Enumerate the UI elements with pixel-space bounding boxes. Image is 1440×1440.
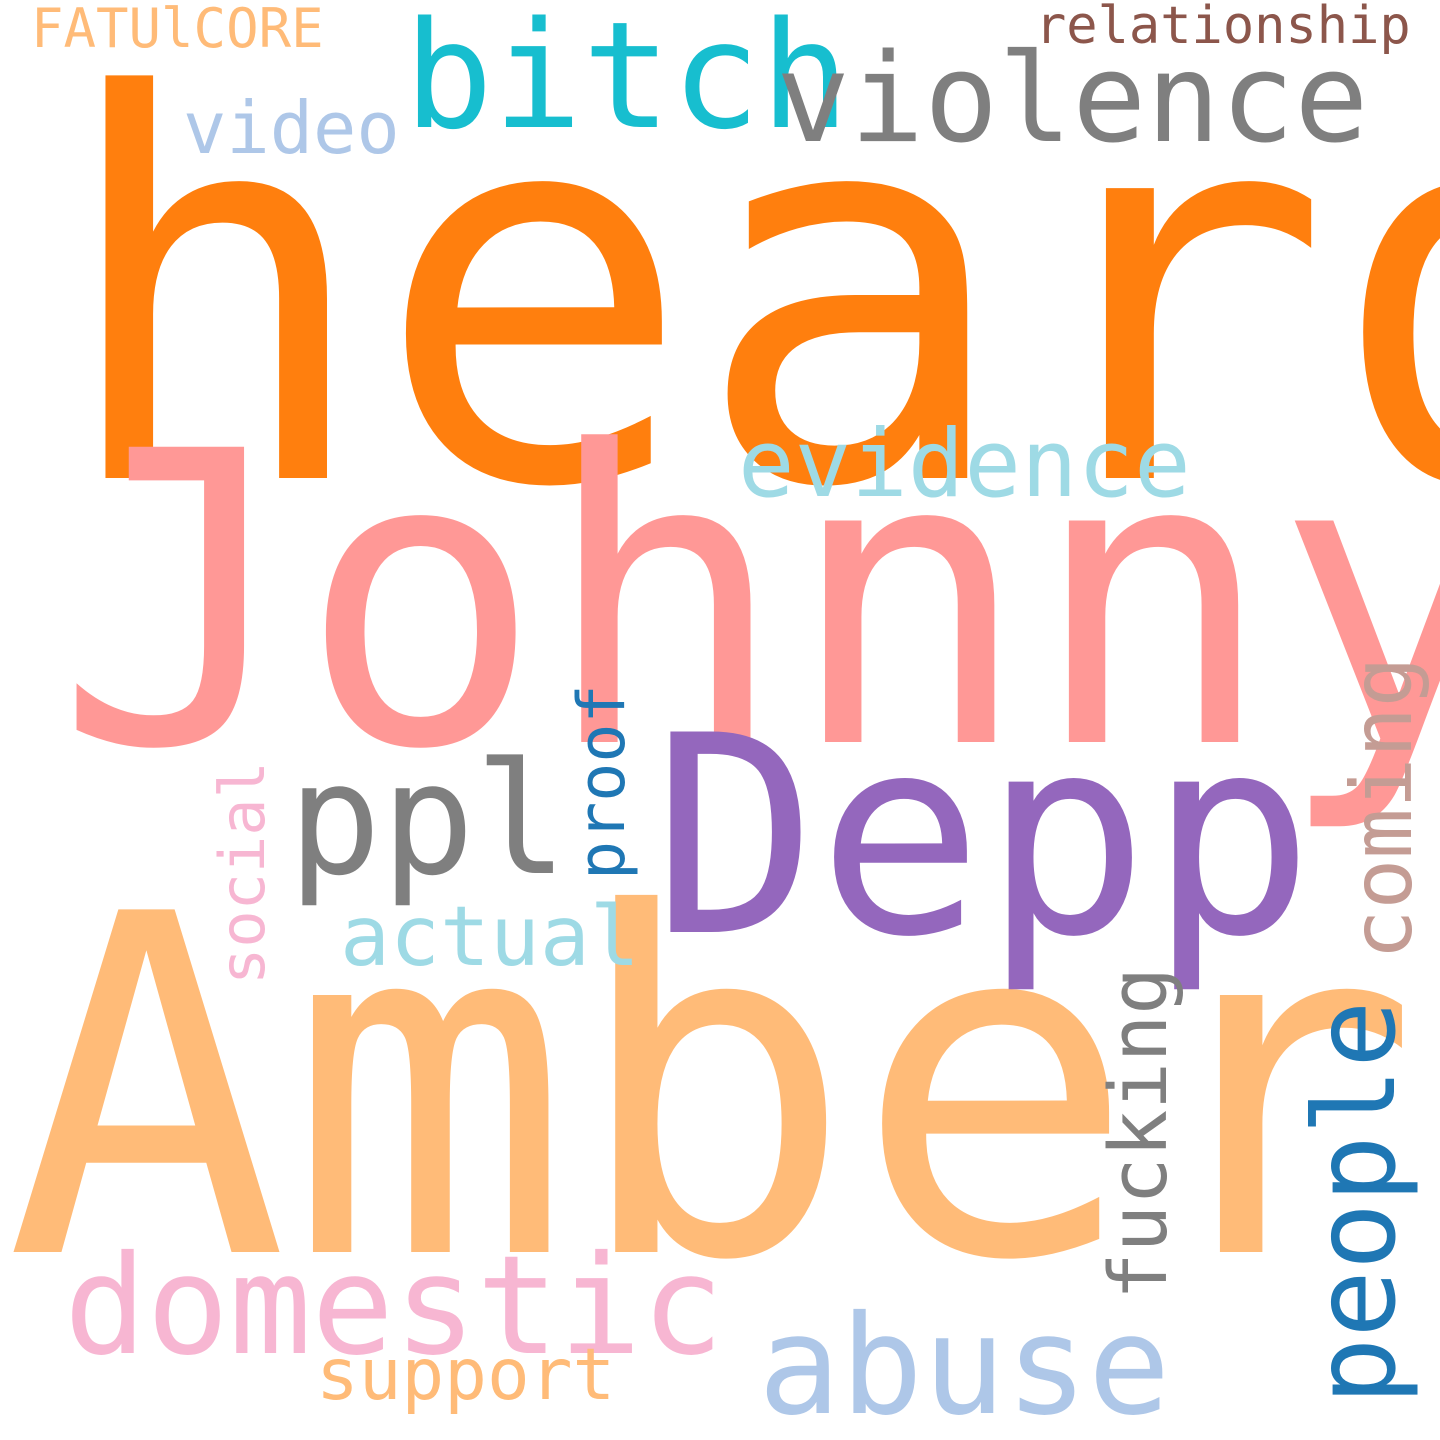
- word-proof: proof: [565, 684, 640, 880]
- word-people: people: [1291, 1000, 1421, 1405]
- word-violence: violence: [776, 28, 1369, 171]
- word-evidence: evidence: [738, 410, 1191, 519]
- word-johnny: Johnny: [55, 366, 1440, 838]
- word-actual: actual: [340, 888, 640, 985]
- word-bitch: bitch: [404, 0, 850, 162]
- word-amber: Amber: [5, 816, 1420, 1363]
- word-relationship: relationship: [1035, 0, 1411, 56]
- word-fucking: fucking: [1093, 967, 1185, 1300]
- word-heard: heard: [55, 0, 1440, 603]
- word-fatulcore: FATUlCORE: [31, 0, 324, 60]
- word-video: video: [183, 86, 400, 170]
- word-abuse: abuse: [758, 1287, 1171, 1440]
- word-support: support: [316, 1333, 616, 1416]
- word-domestic: domestic: [64, 1227, 724, 1386]
- word-coming: coming: [1333, 656, 1431, 960]
- word-ppl: ppl: [288, 729, 568, 910]
- word-depp: Depp: [652, 677, 1315, 997]
- word-social: social: [206, 761, 279, 985]
